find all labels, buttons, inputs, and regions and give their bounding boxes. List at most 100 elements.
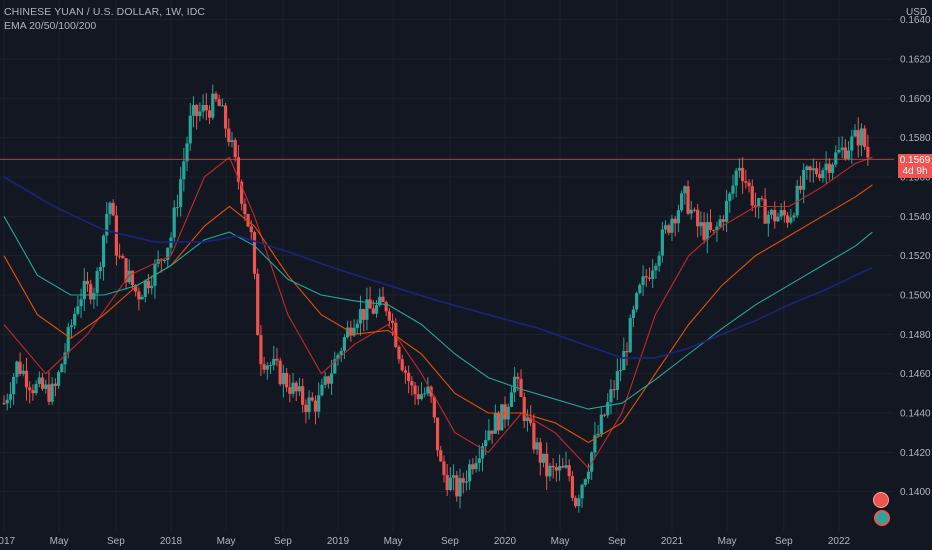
candle-body <box>837 150 841 153</box>
candle-body <box>111 202 115 216</box>
candle-body <box>37 377 41 384</box>
candle-body <box>814 168 819 175</box>
candle-body <box>134 285 138 292</box>
candle-body <box>288 387 292 394</box>
candle-body <box>301 386 305 405</box>
candle-body <box>166 247 170 261</box>
candle-body <box>641 276 645 285</box>
candle-body <box>98 267 102 272</box>
candle-body <box>760 198 764 200</box>
candle-body <box>635 293 639 310</box>
candle-body <box>593 435 597 453</box>
candle-body <box>185 143 189 162</box>
time-tick-label: May <box>217 536 236 547</box>
candle-body <box>179 179 183 208</box>
candle-body <box>708 222 713 230</box>
candle-body <box>663 225 668 230</box>
candle-body <box>275 358 279 361</box>
candle-body <box>525 417 530 421</box>
price-tick-label: 0.1420 <box>900 448 931 459</box>
time-tick-label: 2019 <box>327 536 350 547</box>
candle-body <box>127 270 131 283</box>
time-tick-label: Sep <box>274 536 292 547</box>
candle-body <box>378 296 382 306</box>
candle-body <box>352 327 356 336</box>
candle-body <box>541 453 546 463</box>
candle-body <box>130 270 135 286</box>
candle-body <box>246 214 250 227</box>
candle-body <box>474 462 478 470</box>
candle-body <box>92 293 96 300</box>
candle-body <box>509 392 514 407</box>
candle-body <box>564 465 568 468</box>
indicator-legend[interactable]: EMA 20/50/100/200 <box>4 20 97 32</box>
candles-layer <box>2 84 870 513</box>
candle-body <box>240 181 244 204</box>
candle-body <box>2 403 6 405</box>
candle-body <box>53 383 57 386</box>
candle-body <box>808 166 812 171</box>
candle-body <box>785 215 790 223</box>
candle-body <box>262 364 266 370</box>
event-badge-icon[interactable] <box>874 510 890 526</box>
candle-body <box>686 186 690 214</box>
candle-body <box>789 217 793 223</box>
candle-body <box>840 147 844 151</box>
candle-body <box>557 466 562 471</box>
candle-body <box>612 389 616 391</box>
candle-body <box>18 361 22 374</box>
candle-body <box>493 413 497 434</box>
candle-body <box>8 394 13 400</box>
candle-body <box>451 475 456 478</box>
candle-body <box>824 163 828 171</box>
candle-body <box>766 214 770 224</box>
time-tick-label: 2021 <box>661 536 684 547</box>
candle-body <box>535 442 539 450</box>
chart-legend-title[interactable]: CHINESE YUAN / U.S. DOLLAR, 1W, IDC <box>4 6 206 18</box>
candle-body <box>439 450 443 462</box>
candle-body <box>545 453 549 477</box>
candle-body <box>236 157 241 182</box>
candle-body <box>705 222 709 240</box>
candle-body <box>471 464 475 470</box>
candle-body <box>866 146 870 158</box>
candle-body <box>538 442 542 463</box>
candle-body <box>747 182 751 187</box>
candle-body <box>776 216 780 222</box>
candle-body <box>294 382 298 392</box>
candle-body <box>368 299 372 309</box>
candle-body <box>12 376 16 395</box>
time-axis[interactable]: 2017 May Sep 2018 May Sep 2019 May Sep 2020 May Sep… <box>0 536 851 547</box>
candle-body <box>548 465 552 477</box>
bar-countdown: 4d 9h <box>902 166 928 178</box>
candle-body <box>567 465 571 477</box>
candle-body <box>281 372 285 385</box>
candle-body <box>272 358 276 366</box>
candle-body <box>496 413 501 431</box>
candle-body <box>435 417 440 451</box>
candle-body <box>317 395 321 412</box>
candle-body <box>339 350 343 355</box>
candle-body <box>818 174 822 179</box>
ema-line-ema100 <box>3 216 873 410</box>
candle-body <box>586 471 591 480</box>
alert-badge-icon[interactable] <box>873 492 889 508</box>
time-tick-label: Sep <box>107 536 125 547</box>
candle-body <box>34 383 38 394</box>
candle-body <box>304 404 308 413</box>
candle-body <box>291 382 295 394</box>
candle-body <box>76 306 80 314</box>
candle-body <box>265 365 269 370</box>
candle-body <box>625 351 629 353</box>
candle-body <box>121 255 125 259</box>
candle-body <box>477 458 481 463</box>
candle-body <box>850 136 854 151</box>
time-tick-label: Sep <box>775 536 793 547</box>
candle-body <box>798 185 803 190</box>
candle-body <box>423 393 427 395</box>
candle-body <box>217 99 221 106</box>
time-tick-label: 2017 <box>0 536 16 547</box>
time-tick-label: 2020 <box>494 536 517 547</box>
candle-body <box>846 150 851 159</box>
